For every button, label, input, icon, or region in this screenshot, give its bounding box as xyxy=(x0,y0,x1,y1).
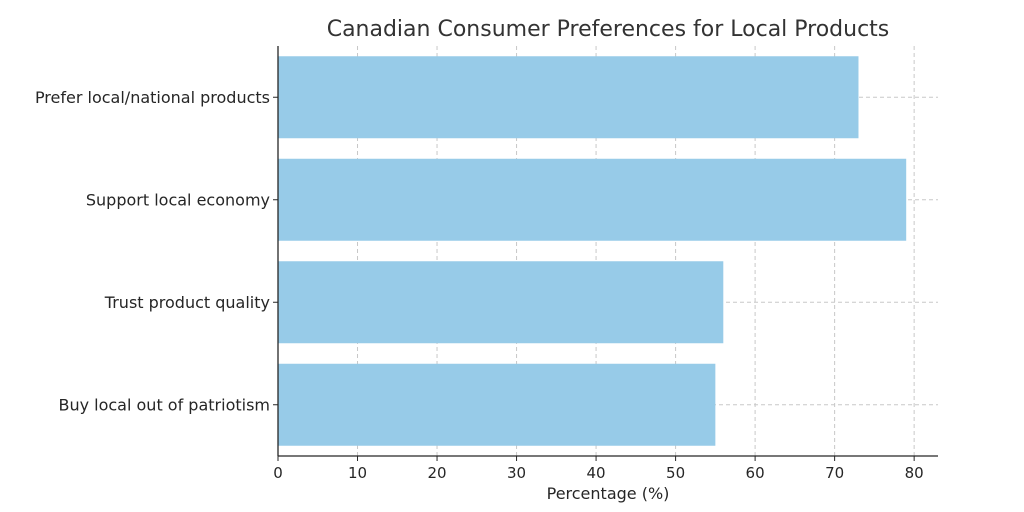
x-tick-label: 70 xyxy=(825,464,844,482)
category-label: Support local economy xyxy=(86,190,270,209)
x-tick-label: 10 xyxy=(348,464,367,482)
bar xyxy=(278,56,859,139)
x-tick-label: 30 xyxy=(507,464,526,482)
x-tick-label: 20 xyxy=(427,464,446,482)
bar xyxy=(278,363,716,446)
x-tick-label: 60 xyxy=(746,464,765,482)
x-tick-label: 40 xyxy=(587,464,606,482)
bar xyxy=(278,158,907,241)
x-tick-label: 50 xyxy=(666,464,685,482)
x-tick-label: 80 xyxy=(905,464,924,482)
category-label: Prefer local/national products xyxy=(35,88,270,107)
x-axis-label: Percentage (%) xyxy=(547,484,670,503)
bar xyxy=(278,261,724,344)
x-tick-label: 0 xyxy=(273,464,283,482)
category-label: Trust product quality xyxy=(104,293,270,312)
axis-layer: Prefer local/national products Support lo… xyxy=(35,46,938,482)
bar-layer xyxy=(278,56,907,446)
category-label: Buy local out of patriotism xyxy=(58,395,270,414)
chart-title: Canadian Consumer Preferences for Local … xyxy=(327,17,890,42)
